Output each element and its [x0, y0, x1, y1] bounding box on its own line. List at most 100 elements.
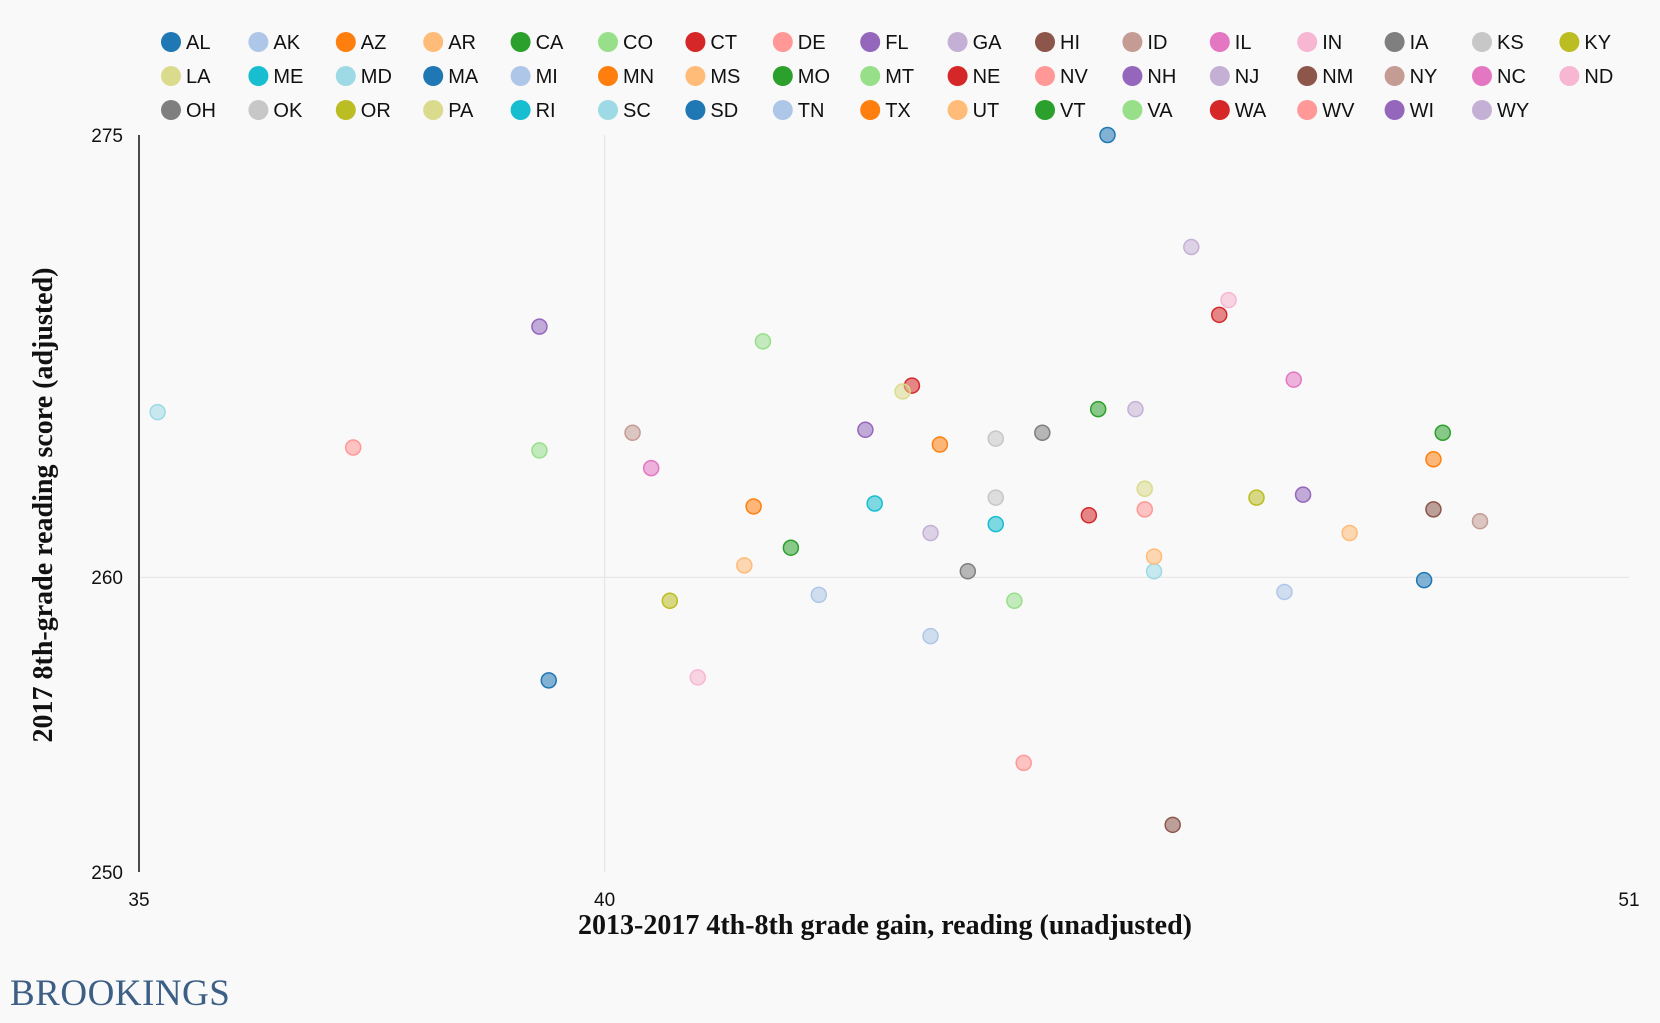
point-va[interactable]	[531, 442, 548, 459]
legend-item-nd[interactable]: ND	[1559, 66, 1613, 88]
point-ms[interactable]	[1341, 524, 1358, 542]
legend-item-ms[interactable]: MS	[685, 66, 740, 88]
point-vt[interactable]	[1434, 424, 1451, 441]
point-me[interactable]	[866, 495, 883, 512]
point-mi[interactable]	[1276, 583, 1293, 601]
legend-item-mo[interactable]: MO	[772, 66, 830, 88]
point-oh[interactable]	[959, 563, 977, 580]
legend-item-nh[interactable]: NH	[1122, 66, 1176, 88]
point-nd[interactable]	[689, 669, 706, 686]
point-ga[interactable]	[1183, 238, 1200, 256]
point-ar[interactable]	[736, 557, 753, 574]
legend-item-oh[interactable]: OH	[161, 100, 216, 122]
point-ky[interactable]	[1248, 489, 1265, 506]
legend-item-hi[interactable]: HI	[1035, 32, 1080, 54]
point-ne[interactable]	[1080, 507, 1098, 524]
legend-item-mt[interactable]: MT	[860, 66, 914, 88]
legend-item-ne[interactable]: NE	[947, 66, 1001, 88]
legend-item-pa[interactable]: PA	[423, 100, 474, 122]
legend-item-ct[interactable]: CT	[685, 32, 737, 54]
point-ia[interactable]	[1034, 424, 1051, 441]
point-wa[interactable]	[1211, 306, 1228, 324]
point-ca[interactable]	[782, 539, 800, 556]
point-tx[interactable]	[1425, 451, 1442, 468]
point-de[interactable]	[1015, 754, 1032, 772]
legend-item-ok[interactable]: OK	[248, 100, 303, 122]
legend-item-ut[interactable]: UT	[947, 100, 1000, 122]
legend-item-ar[interactable]: AR	[423, 32, 476, 54]
legend-item-tx[interactable]: TX	[860, 100, 911, 122]
point-nh[interactable]	[531, 318, 548, 335]
point-hi[interactable]	[1164, 816, 1181, 834]
point-ma[interactable]	[1415, 571, 1433, 589]
legend-item-ks[interactable]: KS	[1472, 32, 1524, 54]
point-wy[interactable]	[1127, 400, 1144, 418]
legend-item-or[interactable]: OR	[335, 100, 391, 122]
point-ny[interactable]	[1471, 512, 1489, 530]
legend-item-ri[interactable]: RI	[510, 100, 556, 122]
legend-item-il[interactable]: IL	[1209, 32, 1252, 54]
legend-item-nj[interactable]: NJ	[1209, 66, 1259, 88]
point-mo[interactable]	[1089, 400, 1107, 418]
legend-item-ma[interactable]: MA	[423, 66, 479, 88]
point-sd[interactable]	[540, 672, 557, 689]
legend-item-in[interactable]: IN	[1297, 32, 1342, 54]
point-in[interactable]	[1220, 291, 1237, 309]
legend-item-wa[interactable]: WA	[1209, 100, 1267, 122]
point-az[interactable]	[745, 498, 762, 515]
legend-item-wy[interactable]: WY	[1472, 100, 1529, 122]
legend-item-nc[interactable]: NC	[1472, 66, 1526, 88]
point-wi[interactable]	[1294, 486, 1312, 503]
legend-item-md[interactable]: MD	[335, 66, 392, 88]
legend-item-ak[interactable]: AK	[248, 32, 301, 54]
point-id[interactable]	[624, 424, 641, 441]
point-tn[interactable]	[810, 586, 828, 604]
legend-item-co[interactable]: CO	[598, 32, 653, 54]
legend-item-al[interactable]: AL	[161, 32, 210, 54]
point-wv[interactable]	[1136, 501, 1153, 518]
point-nv[interactable]	[344, 439, 362, 456]
point-nj[interactable]	[922, 524, 939, 542]
legend-item-fl[interactable]: FL	[860, 32, 909, 54]
legend-item-tn[interactable]: TN	[772, 100, 825, 122]
legend-item-az[interactable]: AZ	[335, 32, 387, 54]
point-md[interactable]	[149, 403, 166, 421]
legend-item-id[interactable]: ID	[1122, 32, 1167, 54]
legend-item-mi[interactable]: MI	[510, 66, 558, 88]
legend-item-mn[interactable]: MN	[598, 66, 654, 88]
point-or[interactable]	[661, 592, 679, 610]
legend-item-ia[interactable]: IA	[1384, 32, 1430, 54]
legend-item-ky[interactable]: KY	[1559, 32, 1611, 54]
legend-item-ga[interactable]: GA	[947, 32, 1003, 54]
point-pa[interactable]	[1136, 480, 1153, 498]
point-mn[interactable]	[931, 436, 949, 453]
legend-item-ny[interactable]: NY	[1384, 66, 1438, 88]
legend-item-ca[interactable]: CA	[510, 32, 564, 54]
legend-item-la[interactable]: LA	[161, 66, 211, 88]
legend-item-me[interactable]: ME	[248, 66, 303, 88]
legend-item-nm[interactable]: NM	[1297, 66, 1353, 88]
point-la[interactable]	[894, 383, 911, 400]
point-ak[interactable]	[922, 627, 939, 645]
legend-swatch	[161, 100, 181, 120]
legend-item-wi[interactable]: WI	[1384, 100, 1434, 122]
legend-item-nv[interactable]: NV	[1035, 66, 1088, 88]
point-fl[interactable]	[857, 421, 874, 439]
point-ks[interactable]	[987, 489, 1004, 506]
point-ut[interactable]	[1145, 548, 1163, 565]
point-al[interactable]	[1099, 126, 1116, 144]
point-ok[interactable]	[987, 430, 1004, 447]
point-nc[interactable]	[642, 459, 660, 477]
legend-item-va[interactable]: VA	[1122, 100, 1173, 122]
point-il[interactable]	[1285, 371, 1302, 388]
point-mt[interactable]	[1006, 592, 1023, 610]
point-co[interactable]	[754, 333, 772, 350]
point-nm[interactable]	[1425, 501, 1442, 518]
point-ri[interactable]	[987, 515, 1004, 533]
legend-item-sd[interactable]: SD	[685, 100, 738, 122]
legend-item-de[interactable]: DE	[772, 32, 826, 54]
point-sc[interactable]	[1145, 563, 1163, 580]
legend-item-sc[interactable]: SC	[598, 100, 651, 122]
legend-item-wv[interactable]: WV	[1297, 100, 1355, 122]
legend-item-vt[interactable]: VT	[1035, 100, 1086, 122]
